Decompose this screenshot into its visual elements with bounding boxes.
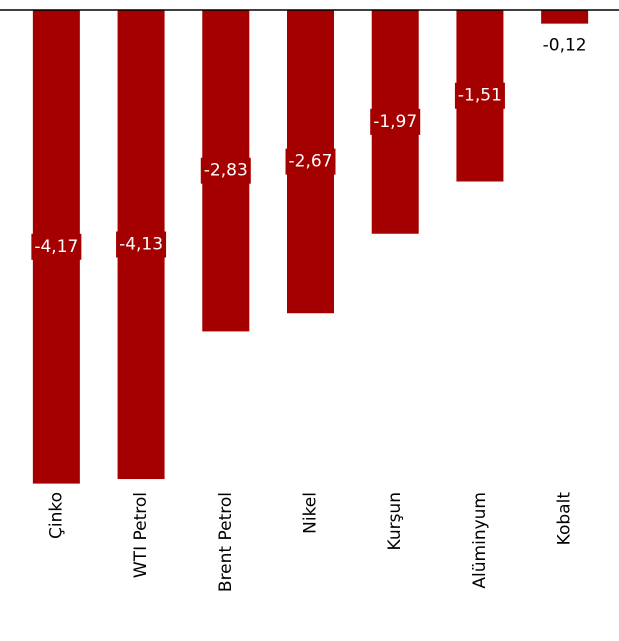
value-label: -1,51: [458, 86, 502, 106]
value-label-bg: [31, 233, 82, 260]
value-label: -0,12: [543, 36, 587, 56]
value-label-bg: [370, 108, 421, 135]
value-label-group: -4,13: [116, 231, 167, 258]
x-tick-label: Kurşun: [385, 492, 405, 550]
value-label-group: -1,97: [370, 108, 421, 135]
value-label: -2,83: [204, 161, 248, 181]
value-label: -4,17: [34, 237, 78, 257]
value-label-group: -2,67: [285, 148, 336, 175]
value-label: -4,13: [119, 235, 163, 255]
value-label-bg: [200, 157, 251, 184]
x-tick-label: Çinko: [46, 492, 66, 539]
x-tick-label: Alüminyum: [470, 492, 490, 589]
value-label-bg: [116, 231, 167, 258]
bar: [541, 10, 589, 24]
value-label-bg: [454, 82, 505, 109]
value-label-bg: [285, 148, 336, 175]
value-label: -2,67: [289, 152, 333, 172]
value-label-group: -2,83: [200, 157, 251, 184]
value-label-group: -0,12: [543, 36, 587, 56]
x-tick-label: Nikel: [301, 492, 321, 534]
value-label-group: -4,17: [31, 233, 82, 260]
x-tick-label: Brent Petrol: [216, 492, 236, 592]
value-label: -1,97: [373, 112, 417, 132]
x-tick-label: WTI Petrol: [131, 492, 151, 578]
x-tick-label: Kobalt: [555, 492, 575, 546]
value-label-group: -1,51: [454, 82, 505, 109]
